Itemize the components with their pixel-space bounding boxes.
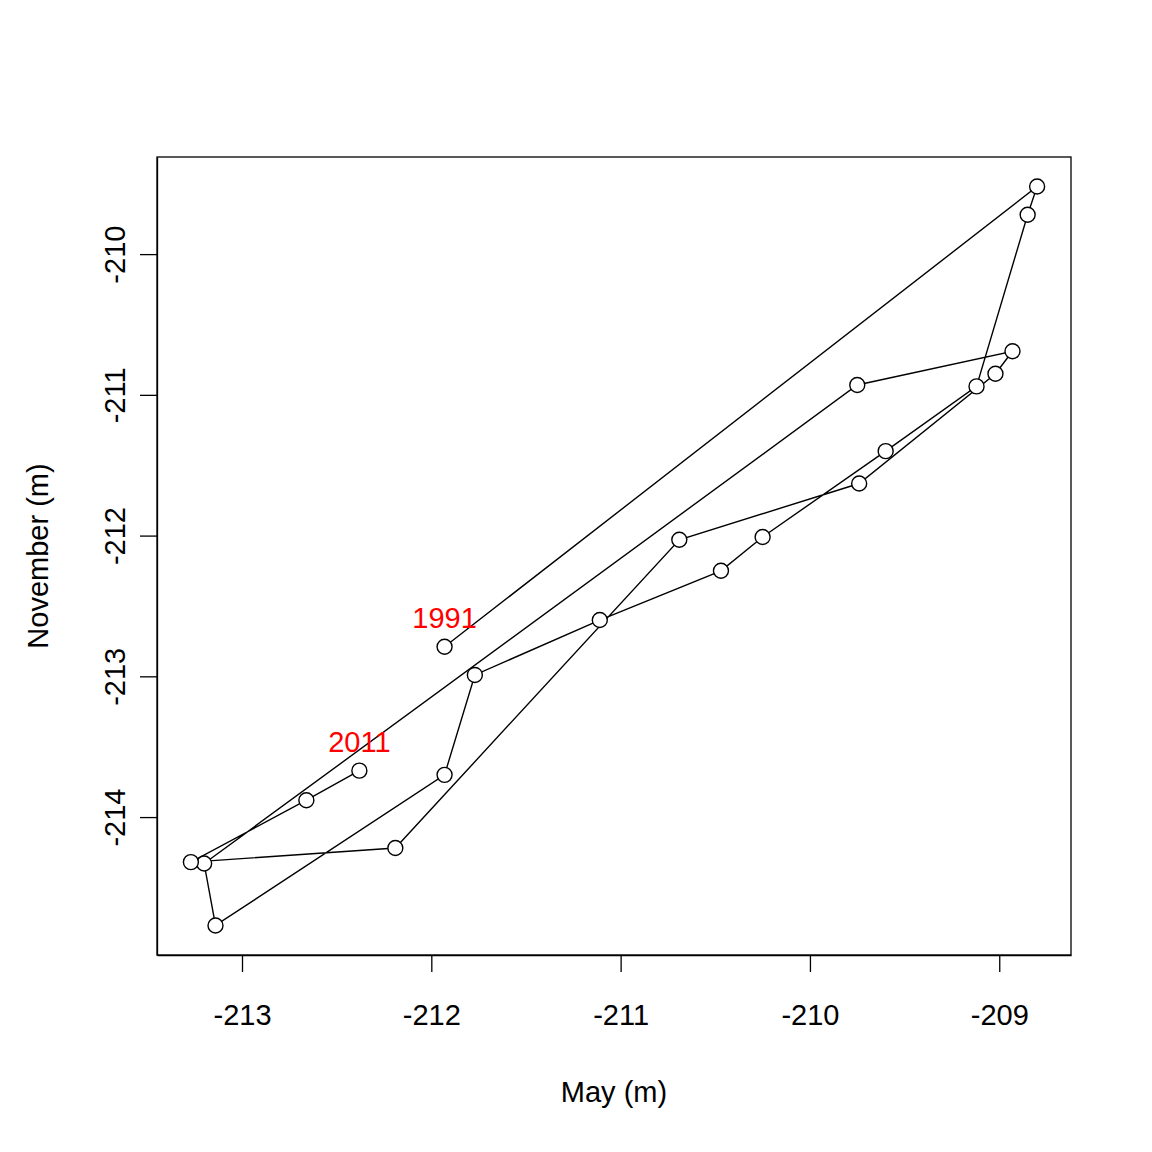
point xyxy=(1020,207,1035,222)
point xyxy=(1005,344,1020,359)
y-tick: -213 xyxy=(99,648,157,706)
x-axis: -213 -212 -211 -210 -209 xyxy=(158,955,1072,1031)
x-tick: -212 xyxy=(403,955,461,1031)
point xyxy=(672,532,687,547)
point xyxy=(183,855,198,870)
annotation: 1991 xyxy=(412,602,477,634)
y-tick-mark xyxy=(140,254,157,255)
point xyxy=(208,918,223,933)
point xyxy=(388,841,403,856)
chart: -213 -212 -211 -210 -209 -214 -213 -212 -211 -210… xyxy=(0,0,1152,1152)
y-tick: -212 xyxy=(99,507,157,565)
x-tick: -213 xyxy=(213,955,271,1031)
y-tick-label: -214 xyxy=(99,789,131,847)
point xyxy=(1030,179,1045,194)
x-tick-mark xyxy=(431,955,432,972)
background xyxy=(0,0,1152,1152)
y-tick: -210 xyxy=(99,226,157,284)
y-tick-label: -212 xyxy=(99,507,131,565)
y-tick-mark xyxy=(140,817,157,818)
point xyxy=(467,667,482,682)
x-tick-label: -209 xyxy=(971,999,1029,1031)
y-tick-label: -213 xyxy=(99,648,131,706)
x-tick: -209 xyxy=(971,955,1029,1031)
y-axis-title: November (m) xyxy=(22,463,54,648)
y-tick-mark xyxy=(140,535,157,536)
x-tick-mark xyxy=(620,955,621,972)
point xyxy=(592,613,607,628)
point xyxy=(755,530,770,545)
point xyxy=(352,763,367,778)
plot-area xyxy=(183,179,1044,933)
annotation: 2011 xyxy=(328,726,390,758)
x-tick-label: -210 xyxy=(781,999,839,1031)
point xyxy=(878,444,893,459)
point xyxy=(437,767,452,782)
x-tick-label: -213 xyxy=(213,999,271,1031)
x-tick-mark xyxy=(810,955,811,972)
plot-frame xyxy=(157,157,1071,955)
point xyxy=(969,379,984,394)
point xyxy=(852,476,867,491)
y-tick-label: -210 xyxy=(99,226,131,284)
point xyxy=(713,563,728,578)
x-tick: -211 xyxy=(593,955,649,1031)
x-tick-label: -211 xyxy=(593,999,649,1031)
y-tick-mark xyxy=(140,395,157,396)
y-tick: -214 xyxy=(99,789,157,847)
y-tick: -211 xyxy=(99,367,157,423)
point xyxy=(299,793,314,808)
point xyxy=(437,639,452,654)
x-axis-title: May (m) xyxy=(561,1076,667,1108)
y-tick-label: -211 xyxy=(99,367,131,423)
x-tick-mark xyxy=(999,955,1000,972)
y-axis: -214 -213 -212 -211 -210 xyxy=(99,158,158,956)
series-line xyxy=(191,187,1037,926)
point xyxy=(988,366,1003,381)
x-tick-mark xyxy=(242,955,243,972)
x-tick: -210 xyxy=(781,955,839,1031)
point xyxy=(850,378,865,393)
x-tick-label: -212 xyxy=(403,999,461,1031)
y-tick-mark xyxy=(140,676,157,677)
